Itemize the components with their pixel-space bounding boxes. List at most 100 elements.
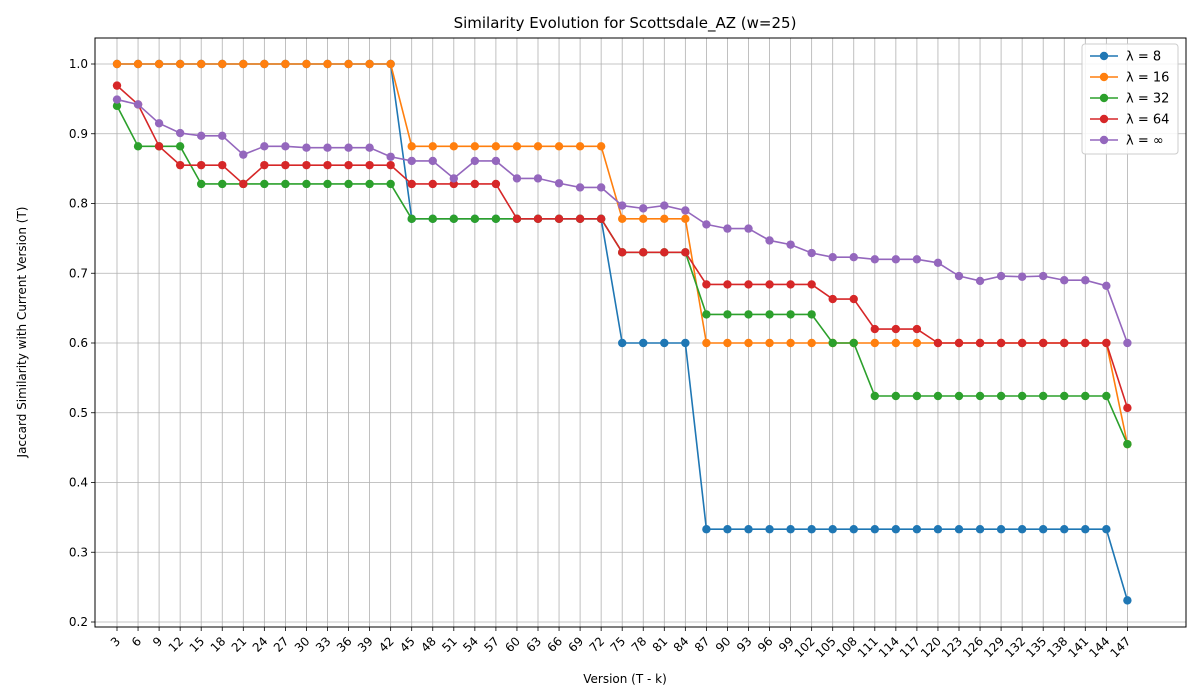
data-point: [428, 179, 437, 189]
data-point: [870, 255, 879, 264]
data-point: [1039, 338, 1048, 348]
data-point: [133, 100, 143, 109]
data-point: [639, 248, 648, 257]
data-point: [639, 204, 648, 213]
data-point: [849, 338, 858, 348]
data-point: [365, 160, 374, 170]
data-point: [849, 253, 858, 262]
data-point: [533, 142, 543, 151]
data-point: [828, 525, 837, 534]
data-point: [491, 156, 501, 166]
data-point: [239, 179, 248, 189]
data-point: [618, 248, 627, 257]
data-point: [575, 214, 585, 224]
data-point: [1060, 391, 1069, 401]
data-point: [407, 156, 416, 166]
data-point: [365, 59, 374, 69]
data-point: [870, 338, 879, 348]
data-point: [1081, 338, 1090, 348]
data-point: [954, 338, 964, 348]
data-point: [491, 142, 501, 151]
data-point: [512, 174, 522, 183]
data-point: [470, 142, 480, 151]
data-point: [954, 271, 964, 281]
legend-label: λ = ∞: [1126, 134, 1164, 149]
data-point: [681, 214, 690, 224]
data-point: [912, 255, 922, 264]
data-point: [681, 338, 690, 348]
data-point: [618, 214, 627, 224]
data-point: [302, 160, 311, 170]
data-point: [302, 179, 311, 189]
data-point: [344, 160, 353, 170]
data-point: [428, 214, 437, 224]
data-point: [449, 174, 458, 183]
legend-label: λ = 64: [1126, 113, 1169, 128]
data-point: [218, 131, 227, 141]
data-point: [807, 338, 816, 348]
legend-box: [1081, 43, 1179, 155]
data-point: [744, 310, 753, 319]
data-point: [786, 338, 795, 348]
data-point: [323, 179, 332, 189]
data-point: [470, 214, 480, 224]
data-point: [786, 310, 795, 319]
data-point: [175, 59, 185, 69]
legend-marker: [1099, 93, 1109, 103]
data-point: [512, 142, 522, 151]
data-point: [175, 160, 185, 170]
data-point: [1123, 403, 1132, 413]
data-point: [365, 143, 374, 152]
data-point: [786, 280, 795, 289]
data-point: [660, 214, 669, 224]
y-tick-label: 0.6: [69, 336, 88, 350]
data-point: [954, 391, 964, 401]
data-point: [681, 248, 690, 257]
data-point: [765, 525, 774, 534]
data-point: [1017, 338, 1027, 348]
data-point: [996, 525, 1006, 534]
data-point: [1102, 525, 1111, 534]
series-5: [112, 95, 1132, 348]
data-point: [618, 338, 627, 348]
data-point: [470, 179, 480, 189]
data-point: [407, 214, 416, 224]
data-point: [954, 525, 964, 534]
plot-area-frame: [94, 37, 1187, 628]
legend-item: λ = 32: [1090, 92, 1169, 107]
data-point: [681, 206, 690, 215]
data-point: [197, 160, 206, 170]
data-point: [112, 81, 122, 90]
data-point: [870, 391, 879, 401]
data-point: [407, 179, 416, 189]
data-point: [723, 280, 732, 289]
data-point: [596, 214, 606, 224]
data-point: [112, 95, 122, 104]
data-point: [175, 128, 185, 138]
legend-item: λ = 64: [1090, 113, 1169, 128]
data-point: [344, 59, 353, 69]
data-point: [575, 183, 585, 192]
data-point: [344, 179, 353, 189]
data-point: [891, 324, 901, 334]
data-point: [323, 59, 332, 69]
data-point: [912, 338, 922, 348]
data-point: [996, 391, 1006, 401]
data-point: [386, 152, 395, 161]
data-point: [828, 294, 837, 304]
legend-label: λ = 8: [1126, 50, 1161, 65]
data-point: [933, 525, 943, 534]
data-point: [765, 280, 774, 289]
data-point: [849, 294, 858, 304]
y-axis: 0.2 0.3 0.4 0.5 0.6 0.7 0.8 0.9 1.0: [69, 57, 95, 629]
legend-item: λ = 8: [1090, 50, 1161, 65]
legend-marker: [1099, 114, 1109, 124]
data-point: [744, 525, 753, 534]
data-point: [407, 142, 416, 151]
data-point: [1060, 276, 1069, 285]
data-point: [765, 236, 774, 245]
data-point: [260, 179, 269, 189]
data-point: [218, 160, 227, 170]
